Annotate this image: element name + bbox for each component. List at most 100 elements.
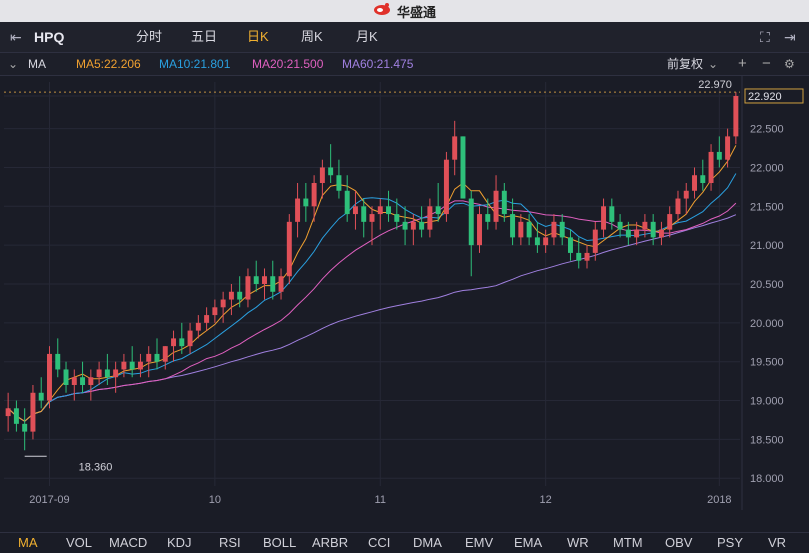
candle-body: [493, 190, 499, 222]
candle-body: [584, 252, 590, 261]
candle-body: [162, 346, 168, 362]
adjust-dropdown[interactable]: 前复权: [667, 57, 704, 71]
x-tick-label: 2017-09: [29, 494, 69, 506]
app-logo-icon: [373, 2, 391, 21]
candle-body: [38, 392, 44, 401]
candle-body: [650, 221, 656, 238]
tab-arbr[interactable]: ARBR: [312, 535, 349, 550]
current-price-box: [744, 88, 804, 104]
kline-chart[interactable]: 22.920 22.500 22.000 21.500 21.000 20.500 20.0…: [0, 76, 809, 512]
candle-body: [171, 338, 177, 347]
y-tick-label: 19.000: [750, 396, 784, 408]
candle-body: [55, 353, 61, 370]
tab-boll[interactable]: BOLL: [263, 535, 297, 550]
tab-ma[interactable]: MA: [18, 535, 38, 550]
candle-body: [452, 136, 458, 160]
fullscreen-icon[interactable]: ⛶: [760, 29, 770, 45]
candle-body: [551, 221, 557, 238]
x-tick-label: 11: [375, 494, 386, 506]
zoom-out-icon[interactable]: −: [762, 55, 771, 72]
tab-kdj[interactable]: KDJ: [167, 535, 192, 550]
tab-vol[interactable]: VOL: [66, 535, 93, 550]
candle-body: [187, 330, 193, 347]
candle-body: [485, 214, 491, 222]
candle-body: [667, 214, 673, 230]
tab-macd[interactable]: MACD: [109, 535, 148, 550]
candle-body: [245, 276, 251, 300]
candle-body: [369, 214, 375, 222]
candle-body: [716, 151, 722, 160]
candle-body: [708, 151, 714, 183]
candle-body: [435, 206, 441, 215]
ma5-value: MA5:22.206: [76, 57, 141, 71]
candle-body: [477, 214, 482, 246]
candle-body: [402, 221, 408, 230]
y-tick-label: 18.000: [750, 473, 784, 485]
y-tick-label: 22.500: [750, 124, 784, 136]
zoom-in-icon[interactable]: +: [738, 55, 747, 72]
tab-rsi[interactable]: RSI: [219, 535, 241, 550]
candle-body: [319, 167, 325, 183]
tab-wr[interactable]: WR: [567, 535, 589, 550]
candle-body: [725, 136, 731, 160]
candle-body: [270, 276, 276, 292]
app-title: 华盛通: [396, 4, 436, 20]
candle-body: [113, 369, 119, 378]
ma10-value: MA10:21.801: [159, 57, 231, 71]
tab-emv[interactable]: EMV: [465, 535, 494, 550]
collapse-icon[interactable]: ⌄: [8, 57, 19, 71]
candle-body: [361, 206, 367, 222]
tab-ema[interactable]: EMA: [514, 535, 543, 550]
title-bar: 华盛通: [0, 0, 809, 22]
tab-obv[interactable]: OBV: [665, 535, 693, 550]
candle-body: [460, 136, 466, 199]
candle-body: [137, 361, 143, 370]
candle-body: [336, 175, 342, 191]
candle-body: [47, 353, 52, 401]
candle-body: [5, 408, 11, 417]
candle-body: [543, 237, 549, 246]
candle-body: [609, 206, 615, 222]
candle-body: [303, 198, 309, 207]
tab-daily-k[interactable]: 日K: [247, 29, 269, 44]
candle-body: [501, 190, 507, 215]
candle-body: [228, 291, 234, 300]
indicator-name: MA: [28, 57, 46, 71]
close-panel-icon[interactable]: ⇥: [784, 29, 796, 45]
chart-canvas[interactable]: 22.920 22.500 22.000 21.500 21.000 20.500 20.0…: [0, 76, 809, 512]
candle-body: [733, 95, 739, 137]
tab-vr[interactable]: VR: [768, 535, 787, 550]
candle-body: [443, 159, 449, 215]
candle-body: [419, 221, 425, 230]
candle-body: [295, 198, 301, 222]
candle-body: [692, 175, 697, 191]
tab-monthly-k[interactable]: 月K: [356, 29, 378, 44]
indicator-tabs: MA VOL MACD KDJ RSI BOLL ARBR CCI DMA EM…: [0, 532, 809, 553]
settings-icon[interactable]: ⚙: [784, 57, 795, 71]
candle-body: [592, 229, 598, 253]
candle-body: [518, 221, 524, 238]
candle-body: [13, 408, 19, 424]
candle-body: [700, 175, 706, 183]
ma5-line: [7, 145, 737, 422]
x-tick-label: 10: [209, 494, 221, 506]
candle-body: [286, 221, 292, 277]
chevron-down-icon[interactable]: ⌄: [708, 57, 719, 71]
low-price-label: 18.360: [79, 461, 113, 473]
candle-body: [63, 369, 69, 385]
tab-psy[interactable]: PSY: [717, 535, 744, 550]
tab-weekly-k[interactable]: 周K: [301, 29, 323, 44]
y-tick-label: 20.500: [750, 279, 784, 291]
sidebar-toggle-icon[interactable]: ⇤: [10, 29, 22, 45]
tab-dma[interactable]: DMA: [413, 535, 442, 550]
tab-mtm[interactable]: MTM: [613, 535, 643, 550]
candle-body: [212, 307, 218, 316]
candle-body: [386, 206, 392, 215]
candle-body: [129, 361, 135, 370]
candle-body: [22, 423, 28, 432]
tab-cci[interactable]: CCI: [368, 535, 391, 550]
tab-intraday[interactable]: 分时: [136, 29, 163, 44]
candle-body: [658, 229, 664, 238]
tab-five-day[interactable]: 五日: [191, 29, 218, 44]
y-tick-label: 20.000: [750, 318, 784, 330]
